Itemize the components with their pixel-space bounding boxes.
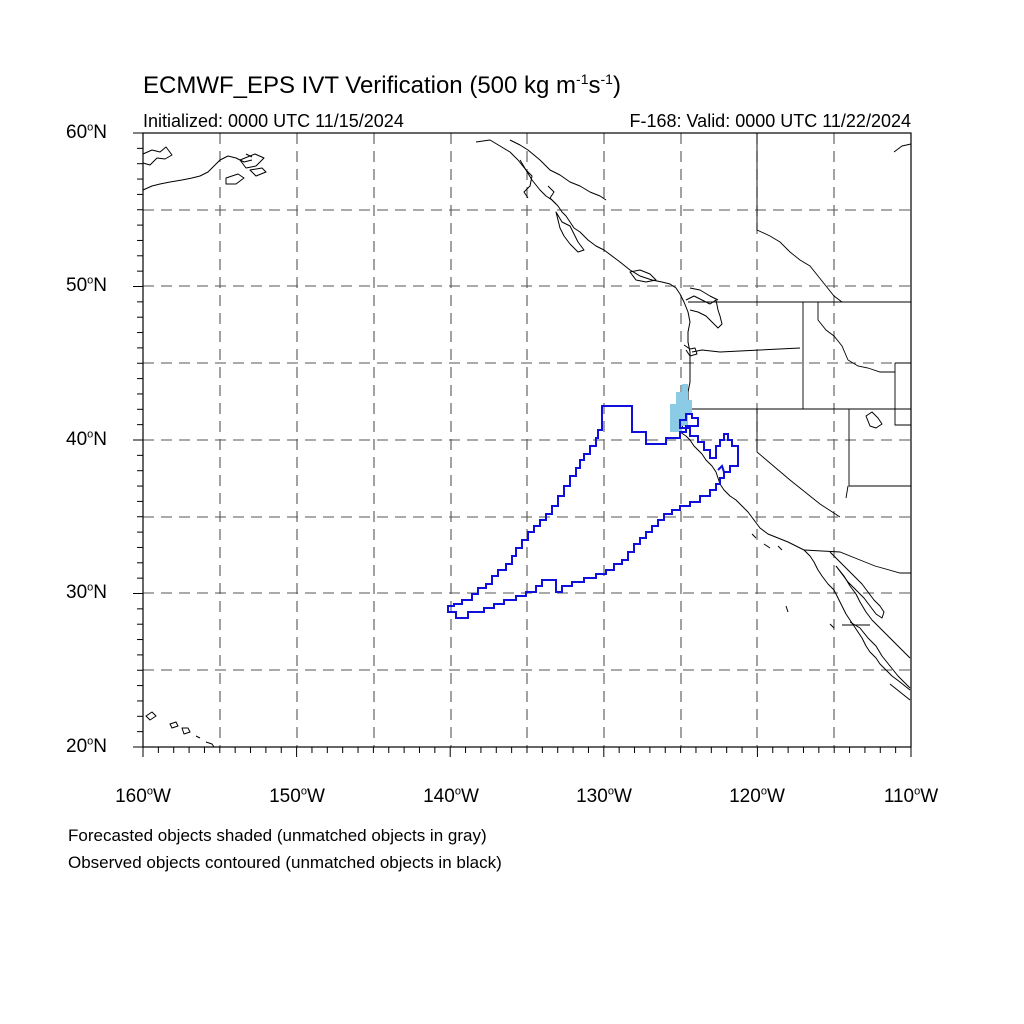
- coastlines: [142, 139, 912, 748]
- legend-note-forecast: Forecasted objects shaded (unmatched obj…: [68, 826, 487, 845]
- lat-label-30: 30oN: [66, 581, 107, 603]
- chart-title: ECMWF_EPS IVT Verification (500 kg m-1s-…: [143, 71, 621, 99]
- lon-label-110w: 110oW: [883, 785, 939, 807]
- valid-time-label: F-168: Valid: 0000 UTC 11/22/2024: [629, 111, 911, 131]
- lat-lon-grid: [143, 133, 911, 747]
- political-boundaries: [688, 133, 911, 626]
- lon-label-140w: 140oW: [423, 785, 479, 807]
- legend-note-observed: Observed objects contoured (unmatched ob…: [68, 853, 502, 872]
- lat-label-40: 40oN: [66, 428, 107, 450]
- observed-object-contour: [447, 405, 739, 619]
- lon-label-120w: 120oW: [729, 785, 785, 807]
- lat-label-20: 20oN: [66, 735, 107, 757]
- axis-ticks: [133, 132, 912, 757]
- lon-label-160w: 160oW: [115, 785, 171, 807]
- init-time-label: Initialized: 0000 UTC 11/15/2024: [143, 111, 404, 131]
- lat-label-60: 60oN: [66, 121, 107, 143]
- lon-label-130w: 130oW: [576, 785, 632, 807]
- lon-label-150w: 150oW: [269, 785, 325, 807]
- lat-label-50: 50oN: [66, 274, 107, 296]
